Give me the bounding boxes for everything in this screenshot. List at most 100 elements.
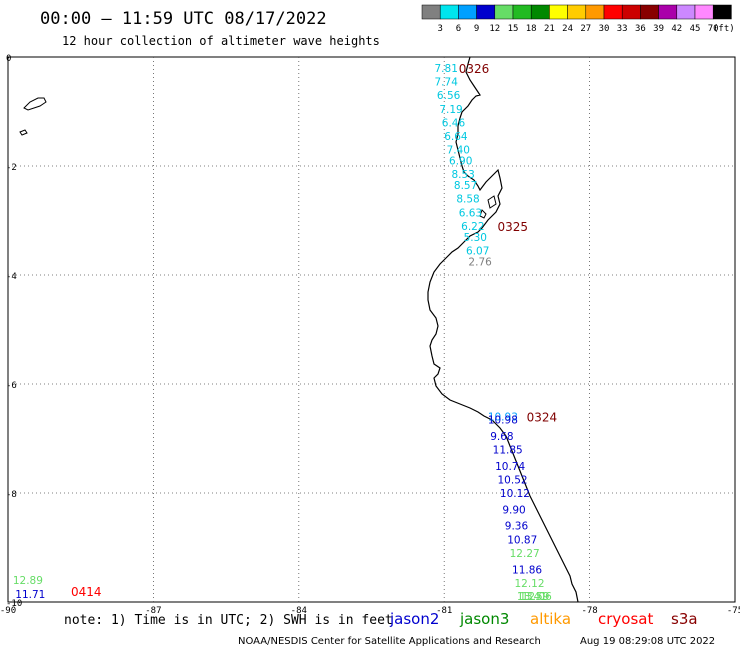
legend-swatch [640,4,659,20]
wave-height-value: 6.46 [442,117,466,129]
wave-height-value: 12.89 [13,575,43,587]
satellite-jason3-label: jason3 [459,610,509,628]
wave-height-value: 8.57 [454,180,477,192]
wave-height-value: 7.40 [447,145,470,157]
graticule [8,57,735,602]
legend-swatch [421,4,441,20]
wave-height-value: 9.90 [502,504,525,516]
legend-swatch [621,4,641,20]
galapagos-island-small [19,129,28,136]
lat-tick-label: 0 [6,54,11,64]
pass-time-labels: 0326 0325 0324 0414 [71,62,557,599]
pass-time-label: 0326 [459,62,490,76]
latitude-labels: 0 -2 -4 -6 -8 -10 [6,54,22,609]
wave-height-value: 10.74 [495,461,525,473]
wave-height-value: 6.22 [461,221,484,233]
lon-tick-label: -81 [436,606,452,616]
wave-height-value: 13.59 [519,591,549,603]
longitude-labels: -90 -87 -84 -81 -78 -75 [0,606,740,616]
footer-note: note: 1) Time is in UTC; 2) SWH is in fe… [64,613,393,628]
legend-swatch [585,4,605,20]
satellite-cryosat-label: cryosat [598,610,653,628]
lat-tick-label: -6 [6,381,17,391]
wave-height-value: 10.98 [488,414,518,426]
legend-tick-label: 33 [617,24,628,34]
wave-height-value: 12.06 [522,591,552,603]
legend-tick-label: 18 [526,24,537,34]
pass-time-label: 0414 [71,585,102,599]
coastal-islet [479,209,487,219]
wave-height-value: 7.74 [435,77,459,89]
legend-tick-label: 21 [544,24,555,34]
wave-height-value: 2.76 [468,256,492,268]
legend-swatch [512,4,532,20]
wave-height-value: 9.68 [490,431,513,443]
legend-swatch [676,4,696,20]
legend-tick-label: 12 [489,24,500,34]
lon-tick-label: -87 [145,606,161,616]
wave-height-value: 11.86 [512,564,542,576]
wave-height-legend: 3 6 9 12 15 18 21 24 27 30 33 36 39 42 45 70 [421,4,732,34]
wave-height-value: 10.87 [507,534,537,546]
legend-swatch [658,4,678,20]
wave-height-value: 6.64 [444,131,468,143]
lat-tick-label: -2 [6,163,17,173]
lon-tick-label: -78 [581,606,597,616]
wave-height-value: 5.30 [464,232,487,244]
coastline [427,56,579,603]
wave-height-value: 10.93 [488,412,518,424]
lon-tick-label: -90 [0,606,16,616]
legend-unit: (ft) [713,24,735,34]
legend-tick-label: 27 [580,24,591,34]
wave-height-value: 11.71 [15,589,45,601]
footer-timestamp: Aug 19 08:29:08 UTC 2022 [580,636,715,647]
wave-height-value: 6.07 [466,245,489,257]
legend-swatch [603,4,623,20]
lat-tick-label: -4 [6,272,17,282]
legend-swatch [567,4,587,20]
wave-height-value: 8.58 [456,194,479,206]
satellite-altika-label: altika [530,610,571,628]
lon-tick-label: -75 [727,606,740,616]
lon-tick-label: -84 [291,606,307,616]
wave-height-value: 8.53 [451,169,474,181]
map-subtitle: 12 hour collection of altimeter wave hei… [62,34,380,48]
wave-height-observations: 7.81 7.746.56 7.196.46 6.64 7.406.908.538.57… [13,63,552,603]
puna-island [487,195,497,209]
legend-swatch [458,4,477,20]
wave-height-value: 6.63 [459,207,482,219]
legend-swatch [476,4,496,20]
legend-swatch [712,4,732,20]
satellite-s3a-label: s3a [671,610,698,628]
legend-tick-label: 70 [708,24,719,34]
wave-height-value: 7.81 [435,63,458,75]
legend-tick-label: 9 [474,24,479,34]
wave-height-value: 13.41 [517,591,547,603]
pass-time-label: 0324 [527,411,558,425]
legend-tick-label: 42 [671,24,682,34]
legend-swatch [494,4,514,20]
legend-swatch [530,4,550,20]
legend-tick-label: 15 [508,24,519,34]
wave-height-value: 10.12 [500,488,530,500]
galapagos-island-large [23,97,47,111]
legend-swatch [439,4,459,20]
wave-height-value: 7.19 [439,104,462,116]
satellite-jason2-label: jason2 [389,610,439,628]
map-title: 00:00 — 11:59 UTC 08/17/2022 [40,9,327,29]
legend-tick-label: 39 [653,24,664,34]
wave-height-value: 12.27 [510,548,540,560]
wave-height-value: 6.90 [449,156,472,168]
legend-swatch [549,4,568,20]
legend-swatch [694,4,714,20]
pass-time-label: 0325 [498,220,529,234]
legend-tick-label: 36 [635,24,646,34]
legend-tick-label: 24 [562,24,573,34]
footer-credit: NOAA/NESDIS Center for Satellite Applica… [238,636,541,647]
legend-tick-label: 45 [690,24,701,34]
wave-height-value: 11.85 [493,444,523,456]
legend-tick-label: 6 [456,24,461,34]
lat-tick-label: -10 [6,599,22,609]
map-frame [7,56,736,603]
